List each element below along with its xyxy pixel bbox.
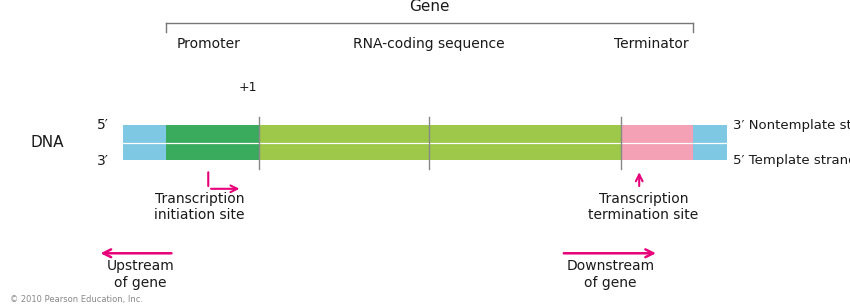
- Text: DNA: DNA: [30, 135, 64, 150]
- Text: 3′: 3′: [97, 154, 109, 168]
- Text: Transcription
initiation site: Transcription initiation site: [155, 192, 245, 222]
- Bar: [123, 125, 166, 160]
- Text: 3′ Nontemplate strand: 3′ Nontemplate strand: [733, 119, 850, 132]
- Text: Terminator: Terminator: [614, 37, 688, 51]
- Text: Transcription
termination site: Transcription termination site: [588, 192, 699, 222]
- Text: Gene: Gene: [409, 0, 450, 14]
- Text: 5′: 5′: [97, 118, 109, 132]
- Text: Upstream
of gene: Upstream of gene: [106, 259, 174, 290]
- Text: © 2010 Pearson Education, Inc.: © 2010 Pearson Education, Inc.: [10, 295, 143, 304]
- Bar: [166, 125, 259, 160]
- Bar: [620, 125, 693, 160]
- Text: Promoter: Promoter: [176, 37, 241, 51]
- Text: RNA-coding sequence: RNA-coding sequence: [354, 37, 505, 51]
- Bar: [693, 125, 727, 160]
- Bar: [259, 125, 620, 160]
- Text: 5′ Template strand: 5′ Template strand: [733, 154, 850, 167]
- Text: Downstream
of gene: Downstream of gene: [566, 259, 654, 290]
- Text: +1: +1: [239, 81, 258, 94]
